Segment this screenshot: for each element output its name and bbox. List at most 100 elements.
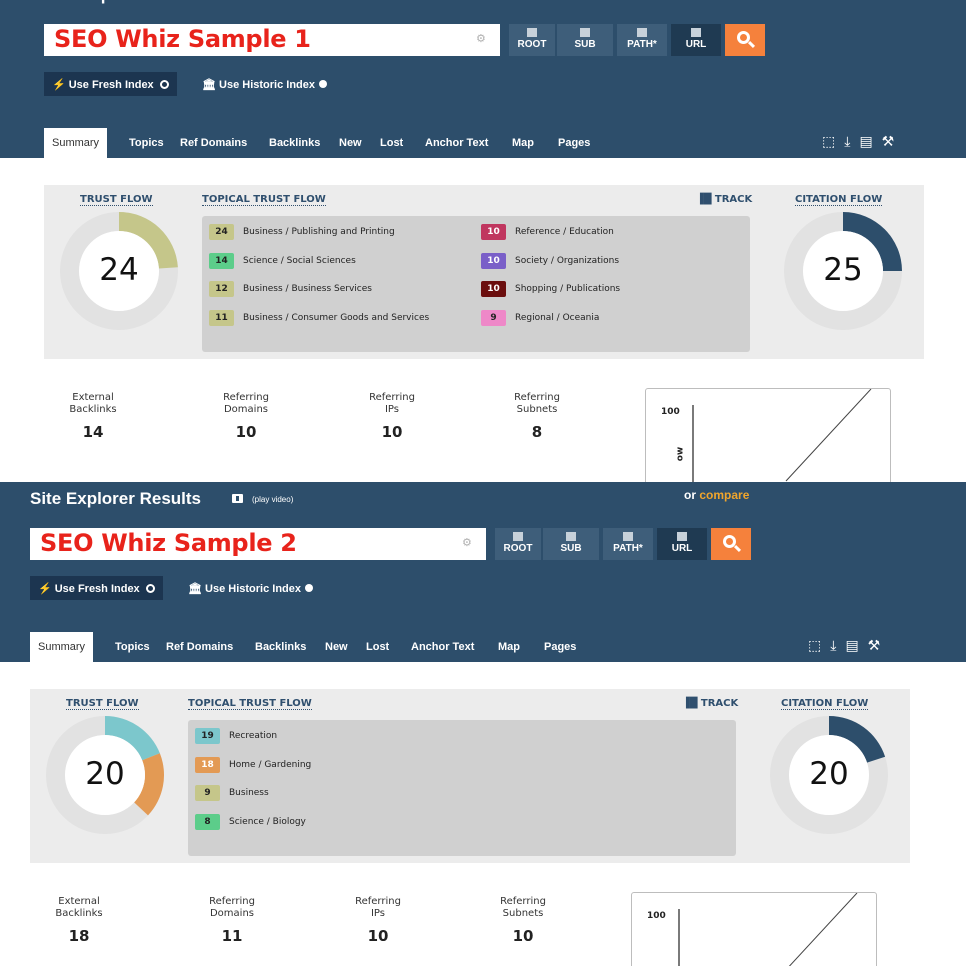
stat-referring-ips[interactable]: Referring IPs 10 bbox=[328, 896, 428, 945]
topical-trust-flow-label[interactable]: TOPICAL TRUST FLOW bbox=[188, 698, 312, 710]
citation-flow-label[interactable]: CITATION FLOW bbox=[781, 698, 869, 710]
tab-summary[interactable]: Summary bbox=[44, 128, 108, 158]
stat-referring-domains[interactable]: Referring Domains 10 bbox=[196, 392, 296, 441]
topic-item[interactable]: 11 Business / Consumer Goods and Services bbox=[209, 309, 429, 326]
fresh-index-toggle[interactable]: ⚡ Use Fresh Index bbox=[30, 576, 163, 600]
scope-button-sub[interactable]: SUB bbox=[557, 24, 613, 56]
trust-flow-value: 24 bbox=[99, 252, 139, 288]
trust-flow-value: 20 bbox=[85, 756, 125, 792]
historic-index-toggle[interactable]: 🏛 Use Historic Index bbox=[188, 582, 314, 595]
search-button[interactable] bbox=[725, 24, 765, 56]
trust-flow-chart bbox=[46, 716, 164, 834]
trust-flow-label[interactable]: TRUST FLOW bbox=[66, 698, 139, 710]
tab-new[interactable]: New bbox=[325, 641, 348, 653]
tab-map[interactable]: Map bbox=[512, 137, 534, 149]
scope-button-path[interactable]: PATH* bbox=[617, 24, 667, 56]
tools-icon[interactable]: ⚒ bbox=[867, 637, 881, 653]
stat-value: 10 bbox=[367, 927, 389, 945]
track-button[interactable]: ▐█ TRACK bbox=[682, 698, 738, 709]
topic-item[interactable]: 12 Business / Business Services bbox=[209, 281, 372, 298]
historic-index-toggle[interactable]: 🏛 Use Historic Index bbox=[202, 78, 328, 91]
scope-button-path[interactable]: PATH* bbox=[603, 528, 653, 560]
download-icon[interactable]: ⤓ bbox=[830, 637, 837, 653]
fresh-index-toggle[interactable]: ⚡ Use Fresh Index bbox=[44, 72, 177, 96]
donut-center bbox=[789, 735, 869, 815]
topic-item[interactable]: 10 Society / Organizations bbox=[481, 252, 619, 269]
search-input[interactable]: SEO Whiz Sample 1 ⚙ bbox=[44, 24, 500, 56]
tab-topics[interactable]: Topics bbox=[129, 137, 164, 149]
topic-item[interactable]: 24 Business / Publishing and Printing bbox=[209, 224, 395, 240]
tab-summary[interactable]: Summary bbox=[30, 632, 94, 662]
topic-score-badge: 10 bbox=[481, 281, 506, 298]
topic-item[interactable]: 8 Science / Biology bbox=[195, 813, 306, 830]
track-label: TRACK bbox=[700, 698, 739, 709]
citation-flow-label[interactable]: CITATION FLOW bbox=[795, 194, 883, 206]
tools-icon[interactable]: ⚒ bbox=[881, 133, 895, 149]
stat-referring-subnets[interactable]: Referring Subnets 8 bbox=[487, 392, 587, 441]
scope-button-root[interactable]: ROOT bbox=[509, 24, 555, 56]
report-icon[interactable]: ▤ bbox=[845, 637, 859, 653]
search-options-gear-icon[interactable]: ⚙ bbox=[462, 537, 472, 549]
scope-icon bbox=[637, 28, 647, 37]
topic-item[interactable]: 10 Shopping / Publications bbox=[481, 281, 620, 298]
topic-item[interactable]: 18 Home / Gardening bbox=[195, 756, 311, 773]
tab-anchor-text[interactable]: Anchor Text bbox=[411, 641, 475, 653]
tab-ref-domains[interactable]: Ref Domains bbox=[166, 641, 234, 653]
scope-button-url[interactable]: URL bbox=[657, 528, 707, 560]
tab-topics[interactable]: Topics bbox=[115, 641, 150, 653]
search-input[interactable]: SEO Whiz Sample 2 ⚙ bbox=[30, 528, 486, 560]
topical-trust-flow-label[interactable]: TOPICAL TRUST FLOW bbox=[202, 194, 326, 206]
add-to-bucket-icon[interactable]: ⬚ bbox=[808, 637, 822, 653]
tab-map[interactable]: Map bbox=[498, 641, 520, 653]
compare-link[interactable]: compare bbox=[699, 488, 750, 502]
stat-referring-ips[interactable]: Referring IPs 10 bbox=[342, 392, 442, 441]
topic-score-badge: 19 bbox=[195, 728, 220, 744]
flow-metrics-chart[interactable]: 100 bbox=[631, 892, 877, 966]
scope-button-url[interactable]: URL bbox=[671, 24, 721, 56]
search-options-gear-icon[interactable]: ⚙ bbox=[476, 33, 486, 45]
stat-value: 10 bbox=[381, 423, 403, 441]
scope-icon bbox=[691, 28, 701, 37]
search-icon bbox=[723, 535, 736, 548]
stat-referring-domains[interactable]: Referring Domains 11 bbox=[182, 896, 282, 945]
flow-metrics-chart[interactable]: 100 ow bbox=[645, 388, 891, 482]
stat-external-backlinks[interactable]: External Backlinks 18 bbox=[29, 896, 129, 945]
topic-item[interactable]: 9 Regional / Oceania bbox=[481, 309, 599, 326]
report-icon[interactable]: ▤ bbox=[859, 133, 873, 149]
trust-flow-label[interactable]: TRUST FLOW bbox=[80, 194, 153, 206]
donut-segment-0 bbox=[843, 212, 902, 271]
tab-backlinks[interactable]: Backlinks bbox=[255, 641, 307, 653]
stat-referring-subnets[interactable]: Referring Subnets 10 bbox=[473, 896, 573, 945]
stat-label: Referring IPs bbox=[328, 896, 428, 920]
tab-pages[interactable]: Pages bbox=[544, 641, 577, 653]
search-button[interactable] bbox=[711, 528, 751, 560]
scope-icon bbox=[623, 532, 633, 541]
topic-item[interactable]: 10 Reference / Education bbox=[481, 224, 614, 240]
topic-label: Science / Social Sciences bbox=[243, 255, 356, 266]
topic-item[interactable]: 14 Science / Social Sciences bbox=[209, 252, 356, 269]
topic-score-badge: 12 bbox=[209, 281, 234, 298]
scope-button-sub[interactable]: SUB bbox=[543, 528, 599, 560]
tab-new[interactable]: New bbox=[339, 137, 362, 149]
tab-lost[interactable]: Lost bbox=[366, 641, 390, 653]
topic-item[interactable]: 9 Business bbox=[195, 785, 269, 802]
play-video-link[interactable]: (play video) bbox=[252, 495, 294, 504]
stat-label-line-2: Subnets bbox=[502, 908, 544, 919]
tab-anchor-text[interactable]: Anchor Text bbox=[425, 137, 489, 149]
tab-lost[interactable]: Lost bbox=[380, 137, 404, 149]
download-icon[interactable]: ⤓ bbox=[844, 133, 851, 149]
stat-external-backlinks[interactable]: External Backlinks 14 bbox=[43, 392, 143, 441]
topic-item[interactable]: 19 Recreation bbox=[195, 728, 277, 744]
tab-backlinks[interactable]: Backlinks bbox=[269, 137, 321, 149]
topic-score-badge: 24 bbox=[209, 224, 234, 240]
topic-score-badge: 9 bbox=[195, 785, 220, 802]
tab-ref-domains[interactable]: Ref Domains bbox=[180, 137, 248, 149]
add-to-bucket-icon[interactable]: ⬚ bbox=[822, 133, 836, 149]
scope-button-root[interactable]: ROOT bbox=[495, 528, 541, 560]
track-button[interactable]: ▐█ TRACK bbox=[696, 194, 752, 205]
scope-label: URL bbox=[671, 543, 693, 554]
search-icon-handle bbox=[733, 544, 742, 553]
or-compare: or compare bbox=[684, 488, 749, 502]
video-icon[interactable] bbox=[232, 494, 243, 503]
tab-pages[interactable]: Pages bbox=[558, 137, 591, 149]
